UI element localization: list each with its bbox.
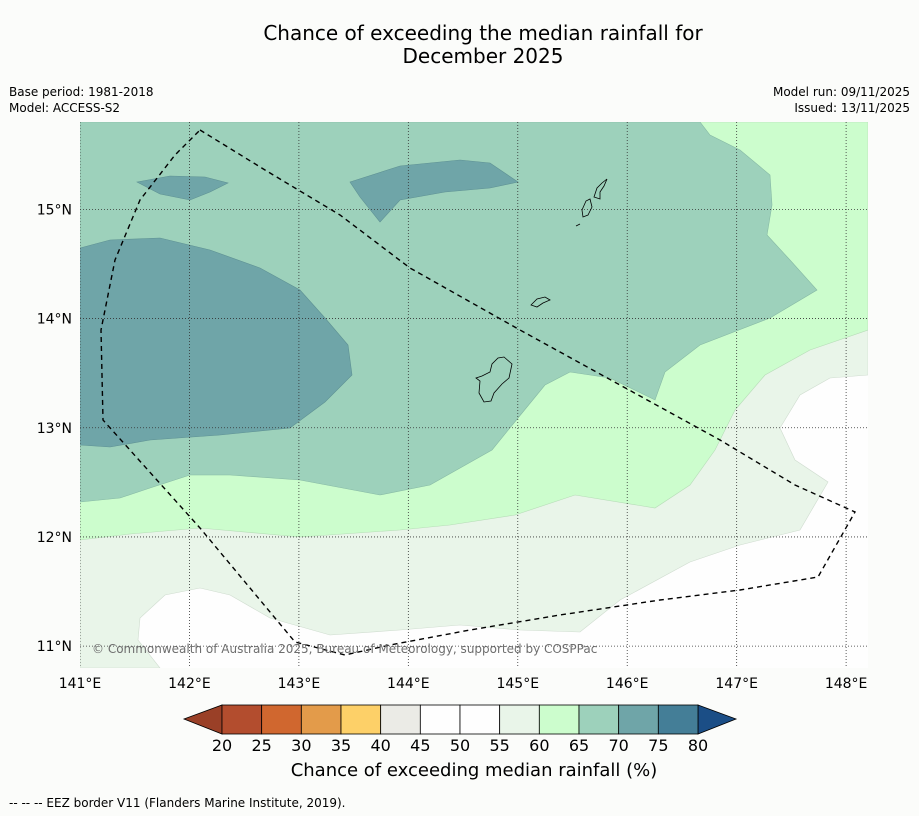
lat-tick-label: 11°N xyxy=(37,639,72,655)
colorbar-segment xyxy=(419,704,461,735)
colorbar-segment xyxy=(657,704,699,735)
chart-title-line1: Chance of exceeding the median rainfall … xyxy=(263,21,703,45)
lat-tick-label: 12°N xyxy=(37,530,72,546)
colorbar-tick-label: 25 xyxy=(251,736,271,755)
colorbar-tick-label: 50 xyxy=(450,736,470,755)
colorbar-high-extend xyxy=(697,704,738,735)
region-70-75-west xyxy=(80,237,353,448)
island-tinian xyxy=(581,198,593,218)
lat-tick-label: 14°N xyxy=(37,312,72,328)
map-area: © Commonwealth of Australia 2025, Bureau… xyxy=(80,122,868,668)
colorbar-tick-label: 65 xyxy=(569,736,589,755)
base-period: Base period: 1981-2018 xyxy=(9,85,154,99)
colorbar-segment xyxy=(538,704,580,735)
colorbar: 20 25 30 35 40 45 50 55 60 65 70 75 80 xyxy=(182,704,738,755)
colorbar-tick-label: 60 xyxy=(529,736,549,755)
lat-tick-label: 13°N xyxy=(37,421,72,437)
colorbar-tick-label: 35 xyxy=(331,736,351,755)
axis-tick-labels: 141°E 142°E 143°E 144°E 145°E 146°E 147°E 148°E… xyxy=(37,202,868,692)
colorbar-tick-label: 70 xyxy=(608,736,628,755)
meta-right: Model run: 09/11/2025 Issued: 13/11/2025 xyxy=(773,84,910,116)
chart-title: Chance of exceeding the median rainfall … xyxy=(0,22,919,68)
lon-tick-label: 144°E xyxy=(387,676,430,692)
island-aguijan xyxy=(575,223,581,227)
colorbar-tick-label: 55 xyxy=(489,736,509,755)
colorbar-segment xyxy=(459,704,501,735)
lon-tick-label: 142°E xyxy=(168,676,211,692)
chart-title-line2: December 2025 xyxy=(402,44,564,68)
colorbar-segment xyxy=(380,704,421,735)
colorbar-title: Chance of exceeding median rainfall (%) xyxy=(290,760,658,781)
colorbar-tick-label: 20 xyxy=(212,736,232,755)
colorbar-tick-label: 45 xyxy=(410,736,430,755)
model-run: Model run: 09/11/2025 xyxy=(772,85,910,99)
island-saipan xyxy=(593,178,608,200)
lon-tick-label: 141°E xyxy=(59,676,102,692)
colorbar-segment xyxy=(300,704,342,735)
lat-tick-label: 15°N xyxy=(37,202,72,218)
lon-tick-label: 146°E xyxy=(606,676,649,692)
island-rota xyxy=(530,296,551,308)
copyright-note: © Commonwealth of Australia 2025, Bureau… xyxy=(92,642,597,656)
model-name: Model: ACCESS-S2 xyxy=(9,101,121,115)
colorbar-tick-label: 30 xyxy=(291,736,311,755)
lon-tick-label: 143°E xyxy=(278,676,321,692)
island-guam xyxy=(475,356,513,403)
eez-border xyxy=(100,129,856,656)
colorbar-segment xyxy=(261,704,302,735)
issued-date: Issued: 13/11/2025 xyxy=(794,101,910,115)
colorbar-segment xyxy=(499,704,540,735)
colorbar-segment xyxy=(618,704,659,735)
colorbar-tick-label: 80 xyxy=(688,736,708,755)
meta-left: Base period: 1981-2018 Model: ACCESS-S2 xyxy=(9,84,154,116)
region-70-75-north xyxy=(349,159,519,223)
lon-tick-label: 145°E xyxy=(496,676,539,692)
lon-tick-label: 148°E xyxy=(825,676,868,692)
region-70-75-small xyxy=(136,175,229,201)
colorbar-tick-label: 40 xyxy=(370,736,390,755)
colorbar-low-extend xyxy=(182,704,223,735)
lon-tick-label: 147°E xyxy=(715,676,758,692)
colorbar-segment xyxy=(578,704,620,735)
colorbar-tick-label: 75 xyxy=(648,736,668,755)
gridlines xyxy=(80,122,868,668)
eez-legend-note: -- -- -- EEZ border V11 (Flanders Marine… xyxy=(9,796,346,810)
colorbar-segment xyxy=(340,704,382,735)
colorbar-segment xyxy=(221,704,263,735)
